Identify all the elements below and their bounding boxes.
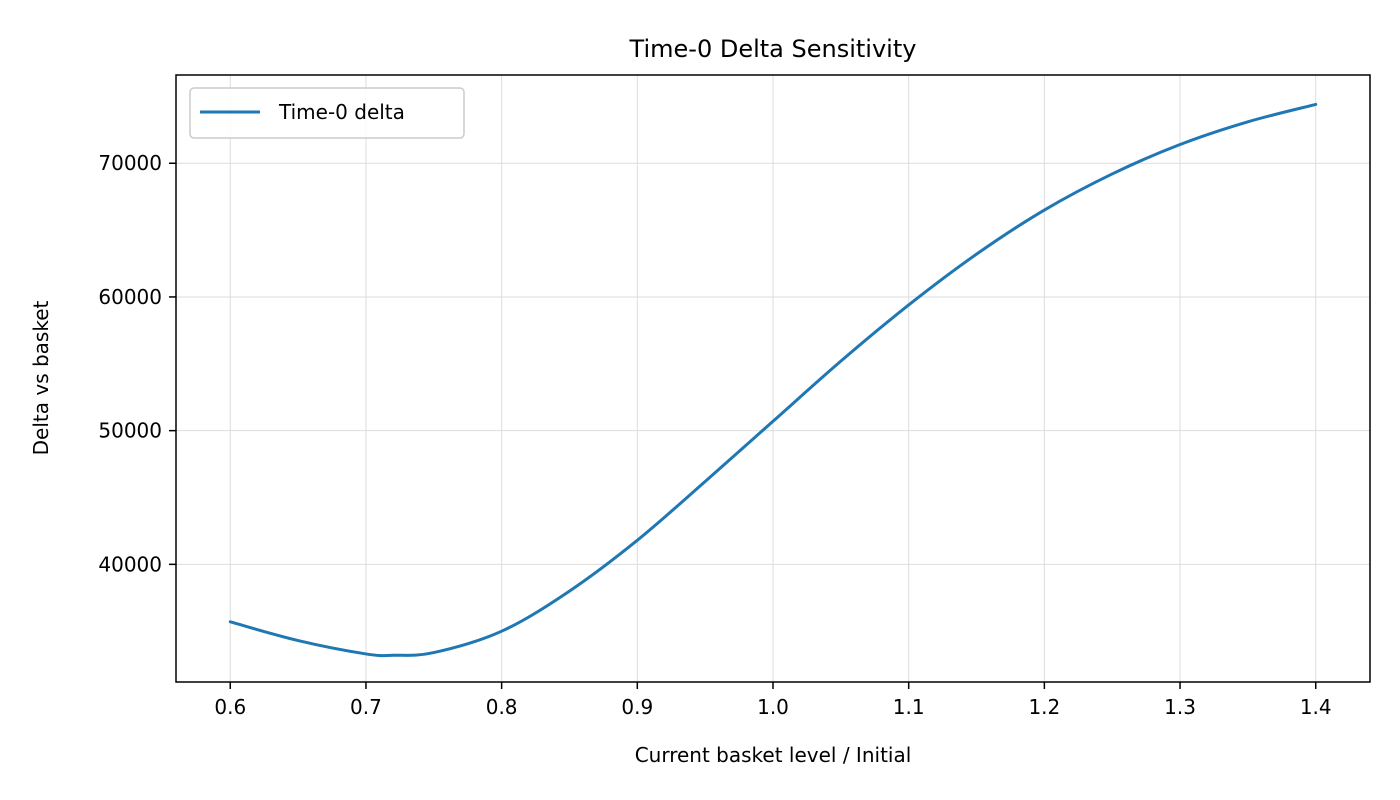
- chart-title: Time-0 Delta Sensitivity: [629, 35, 917, 63]
- legend: Time-0 delta: [189, 87, 465, 139]
- x-axis-ticks: 0.6 0.7 0.8 0.9 1.0 1.1 1.2 1.3 1.4: [214, 682, 1332, 719]
- y-tick-label: 70000: [98, 151, 162, 175]
- x-tick-label: 0.9: [621, 695, 653, 719]
- y-tick-label: 40000: [98, 552, 162, 576]
- legend-box: [189, 87, 465, 139]
- series-line-time-0-delta: [228, 102, 1318, 658]
- x-tick-label: 1.4: [1300, 695, 1332, 719]
- y-axis-ticks: 40000 50000 60000 70000: [98, 151, 176, 576]
- x-tick-label: 0.8: [486, 695, 518, 719]
- x-tick-label: 1.1: [893, 695, 925, 719]
- x-tick-label: 1.3: [1164, 695, 1196, 719]
- legend-label: Time-0 delta: [278, 100, 405, 124]
- series-layer: [228, 102, 1318, 658]
- y-tick-label: 50000: [98, 419, 162, 443]
- x-tick-label: 0.6: [214, 695, 246, 719]
- x-tick-label: 1.0: [757, 695, 789, 719]
- y-tick-label: 60000: [98, 285, 162, 309]
- x-tick-label: 1.2: [1028, 695, 1060, 719]
- grid: [176, 75, 1370, 682]
- y-axis-label: Delta vs basket: [29, 300, 53, 455]
- x-tick-label: 0.7: [350, 695, 382, 719]
- x-axis-label: Current basket level / Initial: [635, 743, 912, 767]
